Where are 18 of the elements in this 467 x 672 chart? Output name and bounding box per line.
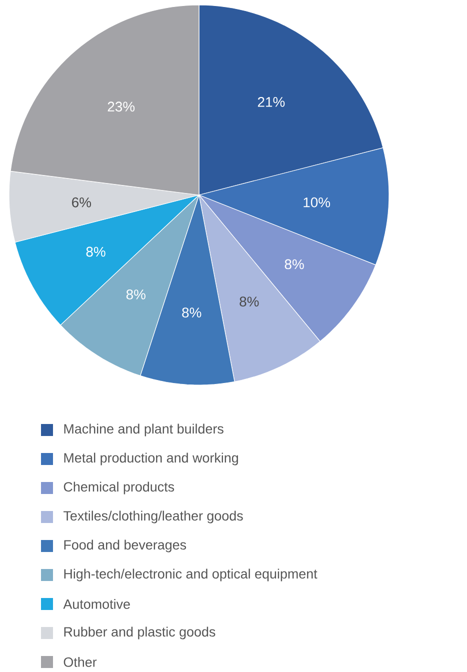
data-label: 8% [284, 259, 304, 270]
data-label: 6% [72, 197, 92, 208]
data-label: 8% [240, 296, 259, 307]
legend-label: Food and beverages [64, 540, 186, 552]
legend-label: Rubber and plastic goods [64, 626, 216, 640]
legend-label: High-tech/electronic and optical equipment [64, 568, 318, 582]
legend-label: Metal production and working [64, 452, 238, 466]
data-label: 8% [126, 290, 146, 300]
legend-label: Other [64, 657, 97, 667]
legend-label: Chemical products [64, 482, 174, 494]
data-label: 23% [108, 102, 135, 112]
legend-label: Textiles/clothing/leather goods [63, 510, 243, 524]
legend-label: Machine and plant builders [64, 424, 224, 436]
data-label: 10% [304, 197, 330, 208]
data-label: 21% [258, 96, 285, 107]
legend-label: Automotive [63, 599, 130, 609]
data-label: 8% [182, 308, 202, 318]
data-label: 8% [86, 246, 106, 257]
